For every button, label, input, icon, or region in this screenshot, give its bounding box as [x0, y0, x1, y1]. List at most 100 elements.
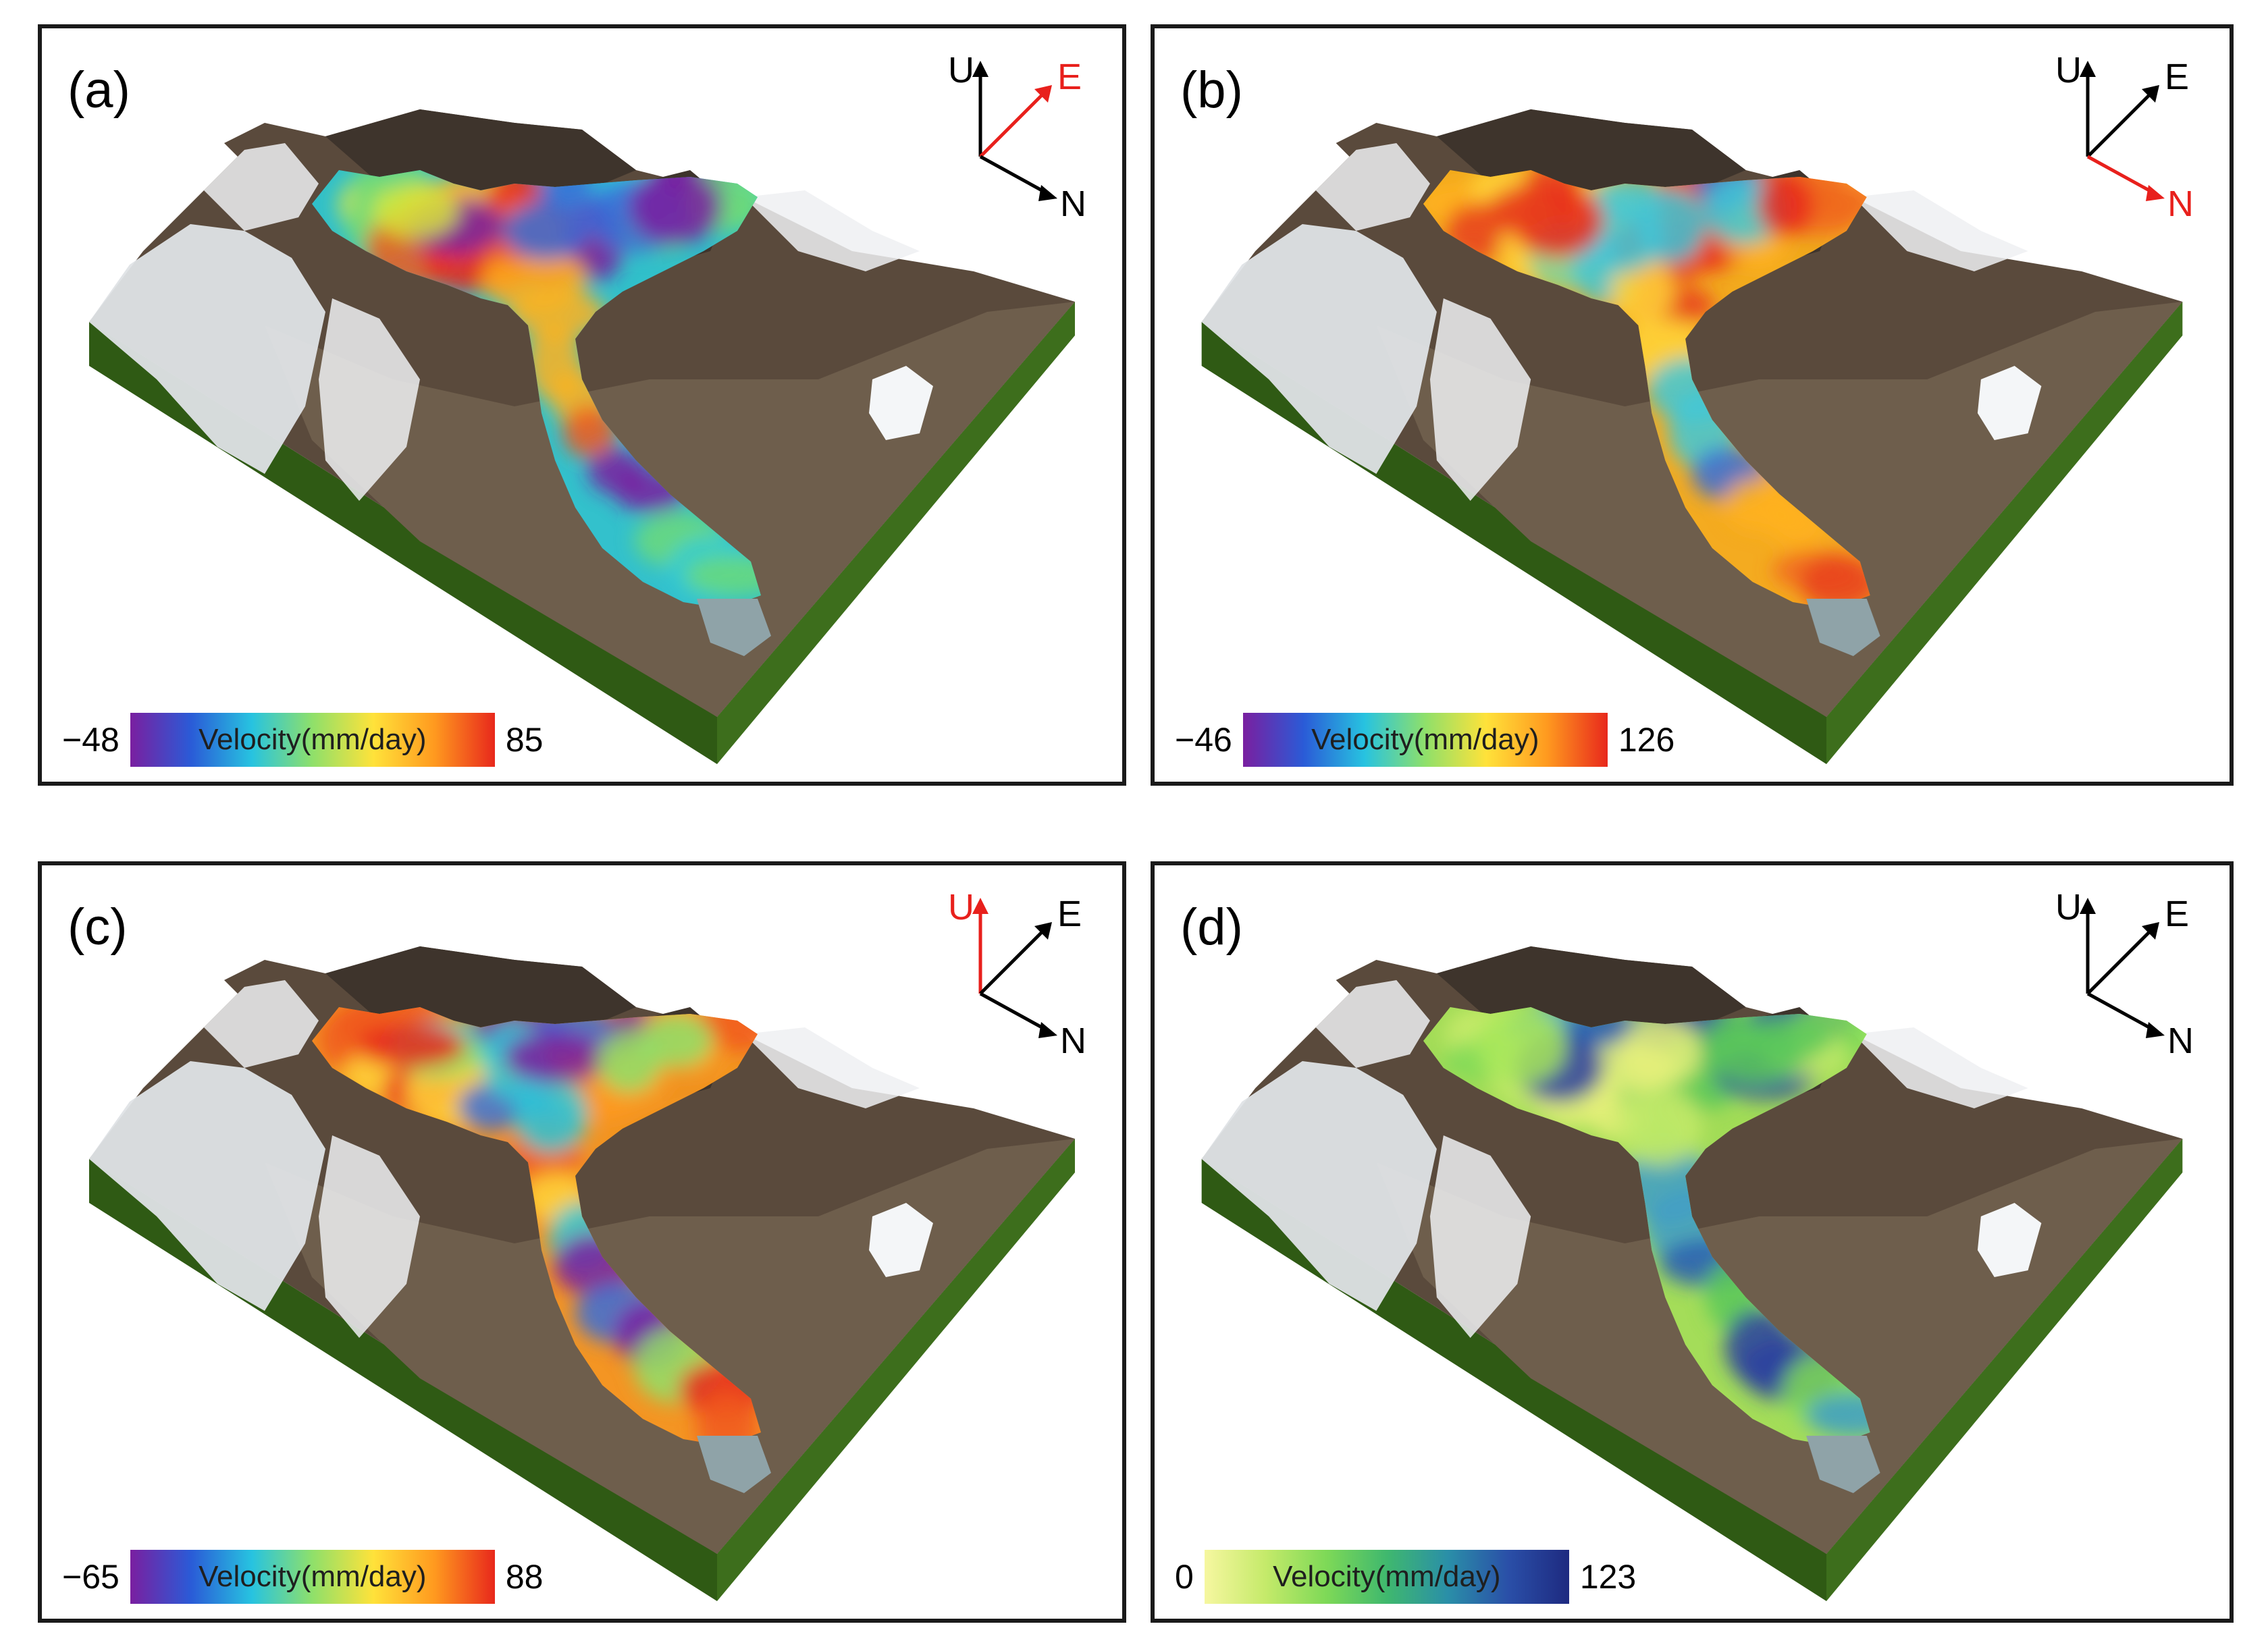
glacier-velocity-blobs: [1423, 170, 1870, 609]
up-axis-label: U: [948, 50, 974, 90]
snow-patch: [1977, 366, 2042, 440]
colorbar-title: Velocity(mm/day): [1311, 723, 1539, 756]
colorbar: −46 Velocity(mm/day) 126: [1175, 713, 1674, 767]
north-arrow-head: [1038, 185, 1057, 201]
velocity-blob: [480, 248, 588, 312]
north-axis-arrow: [2086, 155, 2157, 196]
north-axis-arrow: [979, 992, 1049, 1033]
colorbar-max-value: 88: [505, 1558, 544, 1596]
direction-axes-icon: U E N: [948, 887, 1086, 1061]
east-axis-label: E: [2165, 57, 2189, 97]
snow-peak-top-left: [204, 980, 319, 1068]
colorbar-min-value: −65: [62, 1558, 120, 1596]
east-axis-label: E: [1057, 57, 1082, 97]
snow-massif-left: [1201, 224, 1437, 474]
terrain-scene: [1201, 946, 2183, 1601]
snow-ridge-center: [319, 298, 420, 501]
velocity-blob: [1616, 1086, 1702, 1166]
east-axis-arrow: [979, 927, 1047, 995]
up-arrow-head: [972, 898, 988, 914]
up-axis-label: U: [948, 887, 974, 927]
north-axis-label: N: [1060, 184, 1086, 224]
east-arrow-head: [1034, 85, 1052, 103]
colorbar-min-value: 0: [1175, 1558, 1194, 1596]
panel-label: (a): [68, 61, 130, 119]
colorbar-max-value: 123: [1579, 1558, 1637, 1596]
velocity-blob: [358, 1024, 466, 1069]
velocity-blob: [1637, 188, 1706, 264]
east-arrow-head: [2142, 85, 2159, 103]
direction-axes-icon: U E N: [2055, 887, 2194, 1061]
colorbar-max-value: 85: [505, 721, 544, 759]
colorbar: −65 Velocity(mm/day) 88: [62, 1550, 543, 1604]
east-arrow-head: [1034, 922, 1052, 940]
east-arrow-head: [2142, 922, 2159, 940]
snow-ridge-center: [319, 1135, 420, 1338]
snow-peak-top-left: [1315, 143, 1430, 231]
velocity-blob: [628, 170, 722, 245]
snow-massif-left: [89, 1061, 325, 1311]
colorbar: −48 Velocity(mm/day) 85: [62, 713, 543, 767]
snow-peak-top-left: [204, 143, 319, 231]
velocity-blob: [1489, 185, 1560, 235]
north-axis-label: N: [1060, 1021, 1086, 1061]
up-axis-label: U: [2055, 50, 2082, 90]
snow-peak-right: [744, 190, 920, 271]
colorbar-gradient: Velocity(mm/day): [130, 713, 495, 767]
north-arrow-head: [1038, 1022, 1057, 1038]
velocity-blob: [1475, 1007, 1567, 1085]
colorbar-gradient: Velocity(mm/day): [1204, 1550, 1569, 1604]
snow-patch: [869, 1203, 933, 1277]
north-arrow-head: [2146, 1022, 2165, 1038]
snow-peak-top-left: [1315, 980, 1430, 1068]
velocity-blob: [1799, 555, 1870, 609]
velocity-blob: [371, 183, 458, 238]
velocity-blob: [1610, 255, 1674, 324]
colorbar-min-value: −46: [1175, 721, 1232, 759]
east-axis-label: E: [1057, 894, 1082, 934]
colorbar-title: Velocity(mm/day): [1273, 1560, 1501, 1593]
colorbar: 0 Velocity(mm/day) 123: [1175, 1550, 1636, 1604]
up-arrow-head: [2080, 61, 2096, 77]
terrain-base-right: [1826, 302, 2183, 764]
north-axis-arrow: [2086, 992, 2157, 1033]
east-axis-arrow: [2086, 927, 2154, 995]
east-axis-arrow: [979, 90, 1047, 158]
snow-massif-left: [89, 224, 325, 474]
glacier-terminus: [697, 599, 771, 656]
panel-label: (d): [1180, 898, 1243, 956]
velocity-blob: [503, 1032, 607, 1083]
snow-massif-left: [1201, 1061, 1437, 1311]
panel-label: (c): [68, 898, 128, 956]
figure-panel-a: (a) U E N −48 Velocity(mm/day) 85: [38, 24, 1126, 786]
snow-peak-right: [1853, 1027, 2028, 1108]
up-arrow-head: [972, 61, 988, 77]
velocity-blob: [513, 1079, 589, 1154]
snow-peak-right: [1853, 190, 2028, 271]
terrain-base-right: [1826, 1139, 2183, 1601]
colorbar-min-value: −48: [62, 721, 120, 759]
up-arrow-head: [2080, 898, 2096, 914]
colorbar-gradient: Velocity(mm/day): [130, 1550, 495, 1604]
snow-patch: [869, 366, 933, 440]
panel-label: (b): [1180, 61, 1243, 119]
velocity-blob: [1742, 1017, 1832, 1061]
figure-panel-d: (d) U E N 0 Velocity(mm/day) 123: [1151, 861, 2234, 1623]
north-axis-label: N: [2167, 1021, 2194, 1061]
east-axis-arrow: [2086, 90, 2154, 158]
snow-ridge-center: [1429, 298, 1531, 501]
colorbar-gradient: Velocity(mm/day): [1242, 713, 1608, 767]
north-axis-arrow: [979, 155, 1049, 196]
north-arrow-head: [2146, 185, 2165, 201]
glacier-terminus: [697, 1436, 771, 1493]
glacier-terminus: [1806, 1436, 1880, 1493]
terrain-base-right: [717, 1139, 1075, 1601]
glacier-velocity-blobs: [1442, 1007, 1870, 1437]
velocity-blob: [1805, 1393, 1870, 1437]
velocity-blob: [1617, 1019, 1702, 1087]
north-axis-label: N: [2167, 184, 2194, 224]
colorbar-title: Velocity(mm/day): [199, 1560, 427, 1593]
terrain-scene: [89, 109, 1075, 764]
velocity-blob: [1758, 172, 1814, 238]
colorbar-max-value: 126: [1618, 721, 1675, 759]
